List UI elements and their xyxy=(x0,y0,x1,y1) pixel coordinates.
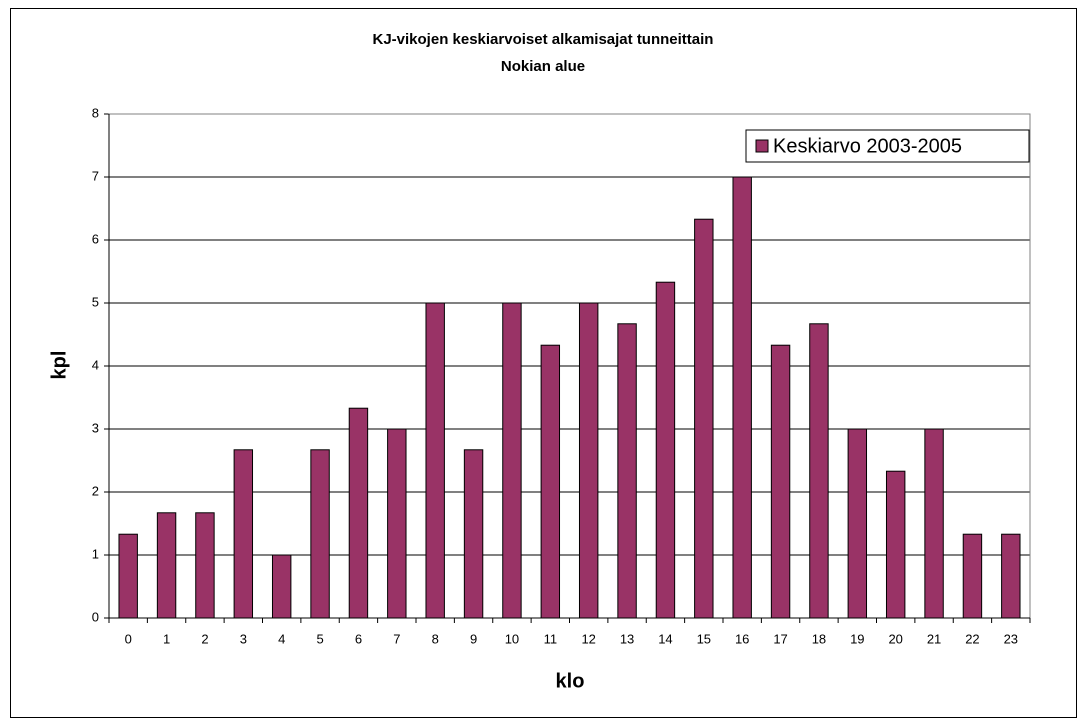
bar xyxy=(118,533,138,619)
bar xyxy=(233,449,254,619)
x-tick-label: 5 xyxy=(316,631,323,646)
x-tick-label: 1 xyxy=(163,631,170,646)
bar xyxy=(578,302,599,619)
x-tick-label: 8 xyxy=(432,631,439,646)
chart-title: KJ-vikojen keskiarvoiset alkamisajat tun… xyxy=(373,31,714,48)
x-tick-label: 18 xyxy=(812,631,826,646)
x-tick-label: 23 xyxy=(1004,631,1018,646)
bar xyxy=(540,344,561,619)
x-tick-label: 11 xyxy=(544,631,558,646)
bar xyxy=(310,449,330,619)
bar xyxy=(502,302,522,619)
y-tick-label: 0 xyxy=(92,609,99,624)
y-axis-title: kpl xyxy=(48,351,70,380)
x-tick-label: 3 xyxy=(240,631,247,646)
bar xyxy=(885,470,906,619)
x-tick-label: 14 xyxy=(658,631,672,646)
bar xyxy=(195,512,215,619)
x-tick-label: 21 xyxy=(927,631,941,646)
x-tick-label: 22 xyxy=(965,631,979,646)
y-tick-label: 6 xyxy=(92,231,99,246)
bar xyxy=(463,449,484,619)
y-tick-label: 4 xyxy=(92,357,99,372)
bar xyxy=(694,218,714,619)
bar xyxy=(770,344,791,619)
bar xyxy=(271,554,292,619)
x-tick-label: 12 xyxy=(581,631,595,646)
x-tick-label: 20 xyxy=(888,631,902,646)
legend-label: Keskiarvo 2003-2005 xyxy=(773,135,962,157)
bar xyxy=(617,323,637,619)
y-tick-label: 5 xyxy=(92,294,99,309)
x-tick-label: 13 xyxy=(620,631,634,646)
x-tick-label: 7 xyxy=(393,631,400,646)
legend-swatch xyxy=(755,139,769,153)
bar xyxy=(655,281,676,619)
x-tick-label: 2 xyxy=(201,631,208,646)
bar xyxy=(732,176,752,619)
x-tick-label: 9 xyxy=(470,631,477,646)
bar xyxy=(1001,533,1021,619)
bar xyxy=(962,533,983,619)
y-tick-label: 3 xyxy=(92,420,99,435)
x-tick-label: 10 xyxy=(505,631,519,646)
bar xyxy=(156,512,177,619)
x-tick-label: 16 xyxy=(735,631,749,646)
x-tick-label: 15 xyxy=(697,631,711,646)
bar xyxy=(924,428,944,619)
bar xyxy=(847,428,868,619)
x-tick-label: 17 xyxy=(773,631,787,646)
x-tick-label: 0 xyxy=(125,631,132,646)
x-tick-label: 4 xyxy=(278,631,285,646)
y-tick-label: 2 xyxy=(92,483,99,498)
y-tick-label: 7 xyxy=(92,168,99,183)
bar xyxy=(809,323,829,619)
y-tick-label: 8 xyxy=(92,105,99,120)
x-axis-title: klo xyxy=(556,670,585,692)
legend-box xyxy=(745,129,1030,163)
bar xyxy=(348,407,369,619)
bar xyxy=(387,428,407,619)
x-tick-label: 6 xyxy=(355,631,362,646)
chart-subtitle: Nokian alue xyxy=(501,58,585,75)
x-tick-label: 19 xyxy=(850,631,864,646)
y-tick-label: 1 xyxy=(92,546,99,561)
bar xyxy=(425,302,445,619)
